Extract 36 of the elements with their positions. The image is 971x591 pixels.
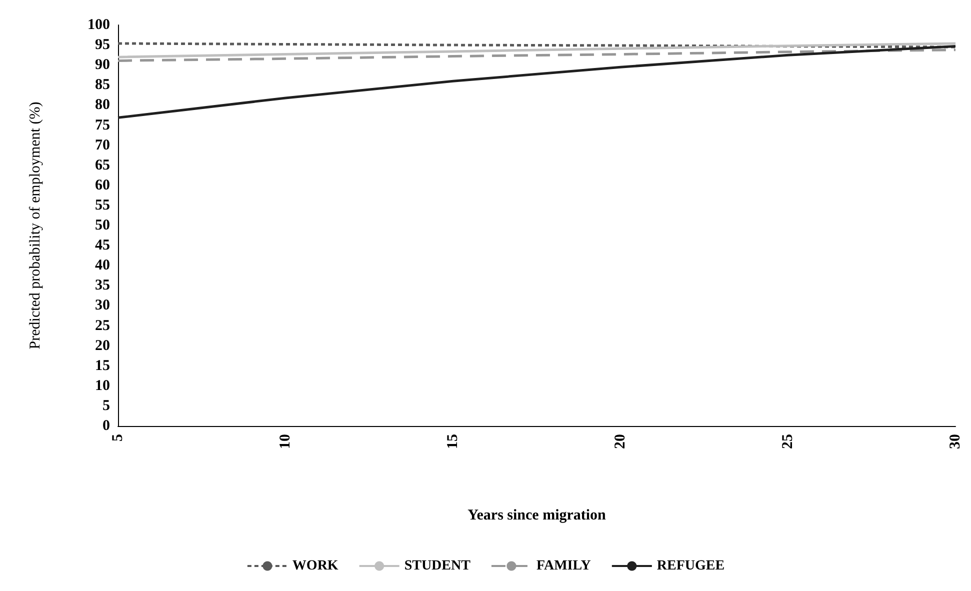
y-tick-label: 30 (95, 298, 110, 314)
y-tick-label: 0 (102, 418, 110, 434)
y-tick-label: 40 (95, 258, 110, 274)
y-tick-label: 50 (95, 218, 110, 234)
y-tick-label: 20 (95, 338, 110, 354)
y-tick-label: 80 (95, 97, 110, 114)
y-tick-label: 70 (95, 137, 110, 154)
line-series (116, 42, 957, 58)
legend-label: STUDENT (404, 558, 472, 574)
x-tick-label: 25 (780, 434, 796, 449)
y-tick-label: 90 (95, 57, 110, 74)
y-axis-title: Predicted probability of employment (%) (28, 102, 44, 350)
x-tick-label: 30 (948, 434, 964, 449)
y-tick-label: 65 (95, 157, 110, 174)
x-tick-label: 20 (612, 434, 628, 449)
x-tick-label: 15 (445, 434, 461, 449)
y-tick-label: 85 (95, 77, 110, 94)
y-tick-label: 75 (95, 117, 110, 134)
y-tick-label: 25 (95, 318, 110, 334)
y-tick-label: 55 (95, 197, 110, 214)
x-tick-label: 5 (110, 434, 126, 442)
y-tick-label: 60 (95, 177, 110, 194)
x-tick-label: 10 (278, 434, 294, 449)
legend-label: REFUGEE (656, 558, 725, 574)
y-tick-label: 15 (95, 358, 110, 374)
y-tick-label: 100 (88, 17, 110, 33)
x-axis-title: Years since migration (468, 508, 607, 524)
legend-label: WORK (292, 558, 338, 574)
line-series (116, 48, 957, 62)
line-series (116, 45, 957, 119)
y-tick-label: 5 (102, 398, 110, 414)
y-tick-label: 35 (95, 278, 110, 294)
y-tick-label: 45 (95, 238, 110, 254)
legend-label: FAMILY (536, 558, 591, 574)
y-tick-label: 10 (95, 378, 110, 394)
y-tick-label: 95 (95, 37, 110, 54)
